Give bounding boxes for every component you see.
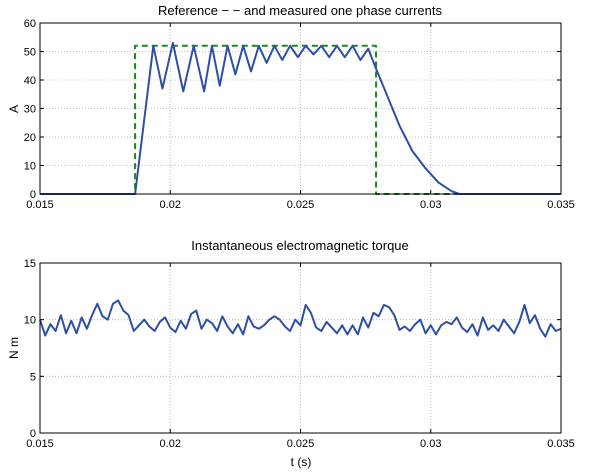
y-tick-label: 20: [24, 132, 36, 144]
y-axis-label: N m: [7, 337, 21, 359]
x-tick-label: 0.02: [160, 199, 181, 211]
x-tick-label: 0.03: [420, 199, 441, 211]
y-tick-label: 5: [30, 371, 36, 383]
x-tick-label: 0.025: [287, 199, 315, 211]
y-tick-label: 30: [24, 104, 36, 116]
torque-line: [39, 299, 562, 338]
y-tick-label: 10: [24, 315, 36, 327]
subplot-torque: Instantaneous electromagnetic torque N m…: [7, 238, 575, 469]
x-tick-label: 0.015: [26, 438, 54, 450]
y-tick-label: 0: [30, 189, 36, 201]
x-axis-label: t (s): [291, 455, 312, 469]
x-tick-label: 0.02: [160, 438, 181, 450]
chart-title: Instantaneous electromagnetic torque: [191, 238, 409, 253]
x-tick-label: 0.025: [287, 438, 315, 450]
y-tick-label: 40: [24, 75, 36, 87]
measured-current-line: [40, 41, 561, 195]
plot-area: [40, 23, 561, 194]
chart-title: Reference − − and measured one phase cur…: [158, 3, 443, 18]
y-tick-label: 15: [24, 258, 36, 270]
y-tick-label: 50: [24, 47, 36, 59]
x-tick-label: 0.035: [547, 199, 575, 211]
x-tick-label: 0.015: [26, 199, 54, 211]
subplot-phase-current: Reference − − and measured one phase cur…: [7, 3, 575, 211]
y-tick-label: 60: [24, 18, 36, 30]
y-tick-label: 10: [24, 161, 36, 173]
y-axis-label: A: [7, 105, 21, 113]
x-tick-label: 0.035: [547, 438, 575, 450]
x-tick-label: 0.03: [420, 438, 441, 450]
y-tick-label: 0: [30, 428, 36, 440]
